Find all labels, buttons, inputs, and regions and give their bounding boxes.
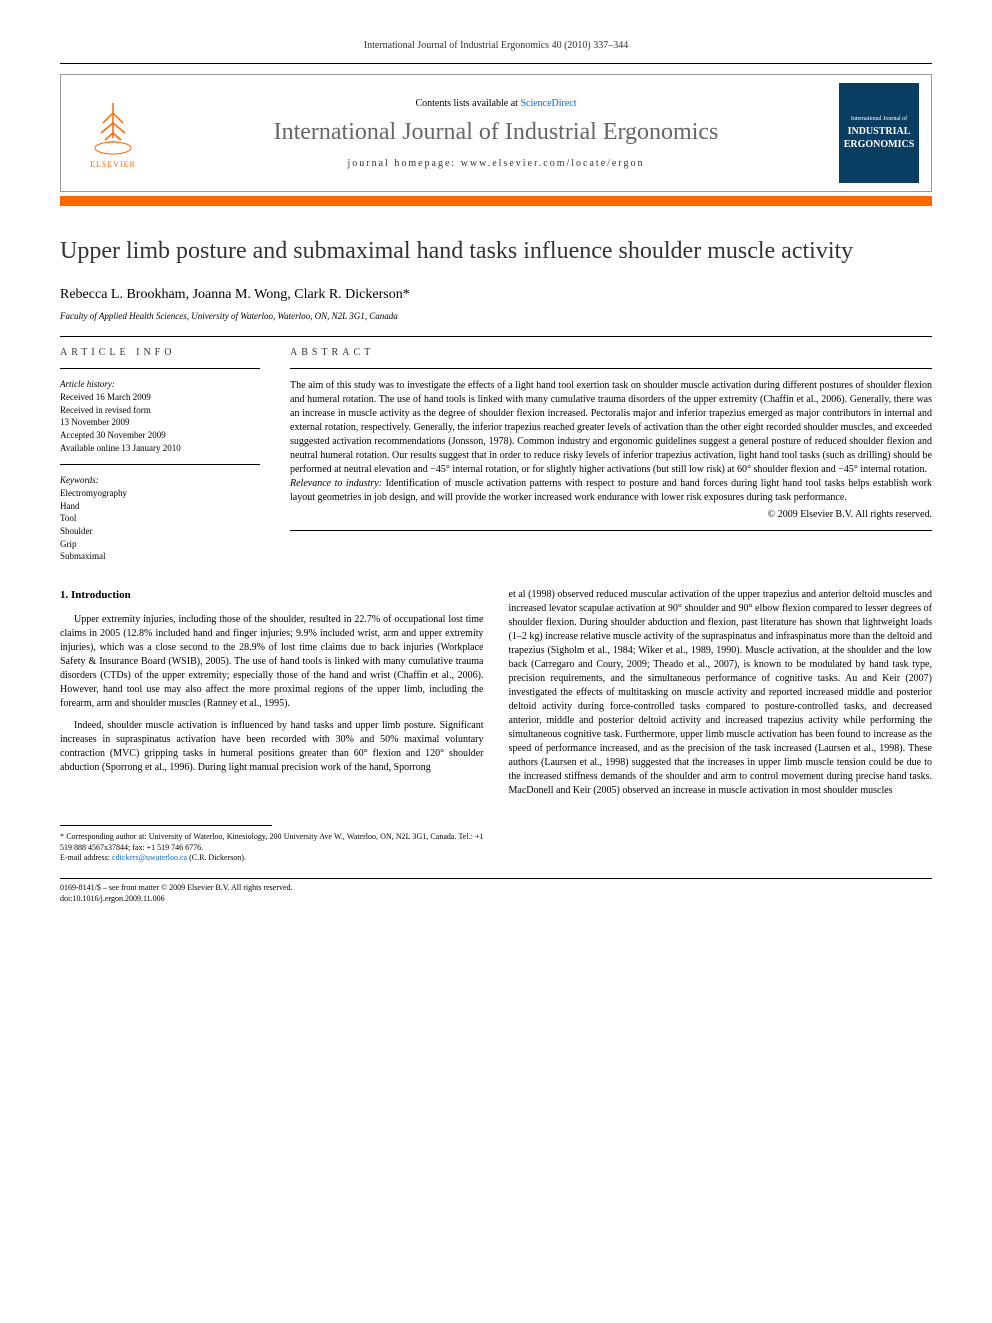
body-paragraph: Upper extremity injuries, including thos… bbox=[60, 613, 484, 711]
homepage-prefix: journal homepage: bbox=[348, 158, 461, 169]
journal-cover-thumbnail: International Journal of INDUSTRIAL ERGO… bbox=[839, 83, 919, 183]
abstract-section: ABSTRACT The aim of this study was to in… bbox=[290, 347, 932, 563]
right-column: et al (1998) observed reduced muscular a… bbox=[509, 588, 933, 864]
footnote-address: * Corresponding author at: University of… bbox=[60, 832, 484, 853]
abstract-divider bbox=[290, 368, 932, 369]
keyword: Shoulder bbox=[60, 525, 260, 538]
received-date: Received 16 March 2009 bbox=[60, 391, 260, 404]
keyword: Hand bbox=[60, 500, 260, 513]
email-label: E-mail address: bbox=[60, 853, 112, 862]
copyright: © 2009 Elsevier B.V. All rights reserved… bbox=[290, 509, 932, 520]
section-heading: 1. Introduction bbox=[60, 588, 484, 603]
relevance-label: Relevance to industry: bbox=[290, 478, 382, 489]
elsevier-tree-icon bbox=[83, 98, 143, 158]
body-paragraph: et al (1998) observed reduced muscular a… bbox=[509, 588, 933, 798]
abstract-heading: ABSTRACT bbox=[290, 347, 932, 358]
keyword: Tool bbox=[60, 512, 260, 525]
header-rule bbox=[60, 63, 932, 64]
banner-center: Contents lists available at ScienceDirec… bbox=[153, 98, 839, 169]
journal-homepage: journal homepage: www.elsevier.com/locat… bbox=[153, 158, 839, 169]
corresponding-author-footnote: * Corresponding author at: University of… bbox=[60, 832, 484, 863]
sciencedirect-link[interactable]: ScienceDirect bbox=[520, 98, 576, 109]
divider bbox=[60, 336, 932, 337]
keyword: Submaximal bbox=[60, 550, 260, 563]
info-abstract-row: ARTICLE INFO Article history: Received 1… bbox=[60, 347, 932, 563]
footer-doi: doi:10.1016/j.ergon.2009.11.006 bbox=[60, 894, 932, 904]
contents-available: Contents lists available at ScienceDirec… bbox=[153, 98, 839, 109]
keywords-label: Keywords: bbox=[60, 475, 260, 485]
elsevier-label: ELSEVIER bbox=[90, 160, 136, 169]
article-title: Upper limb posture and submaximal hand t… bbox=[60, 236, 932, 267]
left-column: 1. Introduction Upper extremity injuries… bbox=[60, 588, 484, 864]
affiliation: Faculty of Applied Health Sciences, Univ… bbox=[60, 311, 932, 321]
body-columns: 1. Introduction Upper extremity injuries… bbox=[60, 588, 932, 864]
abstract-end-divider bbox=[290, 530, 932, 531]
cover-line2: INDUSTRIAL bbox=[848, 126, 911, 137]
author-list: Rebecca L. Brookham, Joanna M. Wong, Cla… bbox=[60, 287, 932, 303]
article-info-heading: ARTICLE INFO bbox=[60, 347, 260, 358]
body-paragraph: Indeed, shoulder muscle activation is in… bbox=[60, 719, 484, 775]
orange-divider-bar bbox=[60, 196, 932, 206]
info-divider-2 bbox=[60, 464, 260, 465]
footnote-email-line: E-mail address: cdickers@uwaterloo.ca (C… bbox=[60, 853, 484, 863]
email-suffix: (C.R. Dickerson). bbox=[187, 853, 246, 862]
contents-prefix: Contents lists available at bbox=[415, 98, 520, 109]
publisher-logo-block: ELSEVIER bbox=[73, 98, 153, 169]
info-divider bbox=[60, 368, 260, 369]
online-date: Available online 13 January 2010 bbox=[60, 442, 260, 455]
homepage-url: www.elsevier.com/locate/ergon bbox=[461, 158, 645, 169]
footer-copyright: 0169-8141/$ – see front matter © 2009 El… bbox=[60, 883, 932, 893]
cover-line1: International Journal of bbox=[851, 116, 907, 123]
cover-line3: ERGONOMICS bbox=[844, 139, 915, 150]
keyword: Grip bbox=[60, 538, 260, 551]
running-header: International Journal of Industrial Ergo… bbox=[60, 40, 932, 51]
abstract-text: The aim of this study was to investigate… bbox=[290, 379, 932, 505]
abstract-p1: The aim of this study was to investigate… bbox=[290, 380, 932, 475]
journal-name: International Journal of Industrial Ergo… bbox=[153, 119, 839, 146]
article-info: ARTICLE INFO Article history: Received 1… bbox=[60, 347, 260, 563]
revised-line2: 13 November 2009 bbox=[60, 416, 260, 429]
abstract-p2: Identification of muscle activation patt… bbox=[290, 478, 932, 503]
journal-banner: ELSEVIER Contents lists available at Sci… bbox=[60, 74, 932, 192]
history-label: Article history: bbox=[60, 379, 260, 389]
footnote-divider bbox=[60, 825, 272, 826]
revised-line1: Received in revised form bbox=[60, 404, 260, 417]
email-link[interactable]: cdickers@uwaterloo.ca bbox=[112, 853, 187, 862]
keyword: Electromyography bbox=[60, 487, 260, 500]
accepted-date: Accepted 30 November 2009 bbox=[60, 429, 260, 442]
footer-rule bbox=[60, 878, 932, 879]
